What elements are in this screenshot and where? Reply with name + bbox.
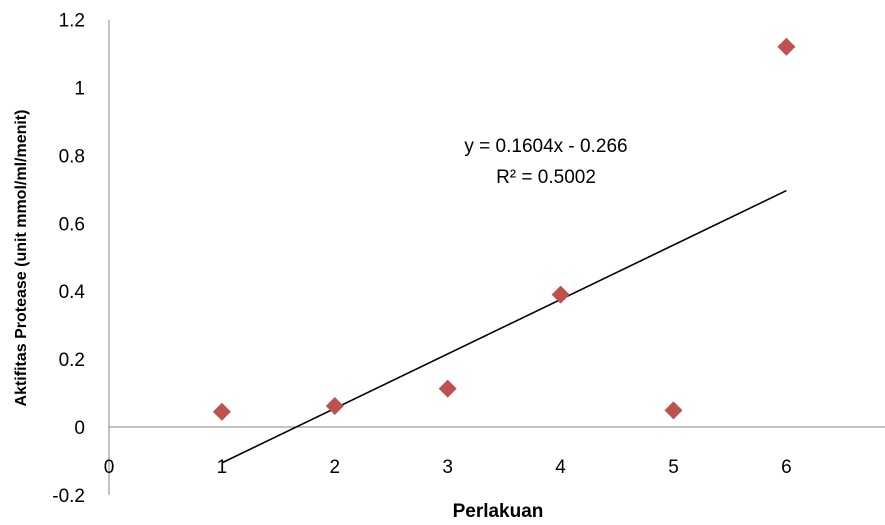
x-tick-label: 1 (217, 457, 228, 478)
x-axis-title: Perlakuan (453, 501, 544, 522)
trendline (221, 189, 787, 464)
y-tick-label: 0 (74, 418, 85, 439)
x-tick-labels: 0 1 2 3 4 5 6 (104, 457, 792, 478)
x-tick-label: 0 (104, 457, 115, 478)
data-point-marker (438, 379, 457, 398)
y-tick-label: 0.2 (59, 350, 85, 371)
x-tick-label: 6 (781, 457, 792, 478)
y-tick-label: 1.2 (59, 11, 85, 32)
y-tick-label: -0.2 (52, 486, 85, 507)
y-tick-label: 1 (74, 79, 85, 100)
data-points (212, 37, 796, 421)
y-tick-label: 0.6 (59, 214, 85, 235)
y-tick-label: 0.4 (59, 282, 86, 303)
y-tick-label: 0.8 (59, 146, 85, 167)
y-tick-labels: -0.2 0 0.2 0.4 0.6 0.8 1 1.2 (52, 11, 85, 507)
r-squared-label: R² = 0.5002 (496, 167, 596, 188)
data-point-marker (551, 285, 570, 304)
data-point-marker (325, 396, 344, 415)
data-point-marker (777, 37, 796, 56)
trendline-segment (221, 189, 787, 464)
equation-label: y = 0.1604x - 0.266 (464, 136, 627, 157)
x-tick-label: 4 (555, 457, 566, 478)
x-tick-label: 3 (442, 457, 453, 478)
data-point-marker (664, 401, 683, 420)
y-axis-title: Aktifitas Protease (unit mmol/ml/menit) (13, 110, 30, 407)
x-tick-label: 5 (668, 457, 679, 478)
data-point-marker (212, 402, 231, 421)
trendline-equation: y = 0.1604x - 0.266 R² = 0.5002 (464, 136, 627, 188)
x-tick-label: 2 (330, 457, 341, 478)
